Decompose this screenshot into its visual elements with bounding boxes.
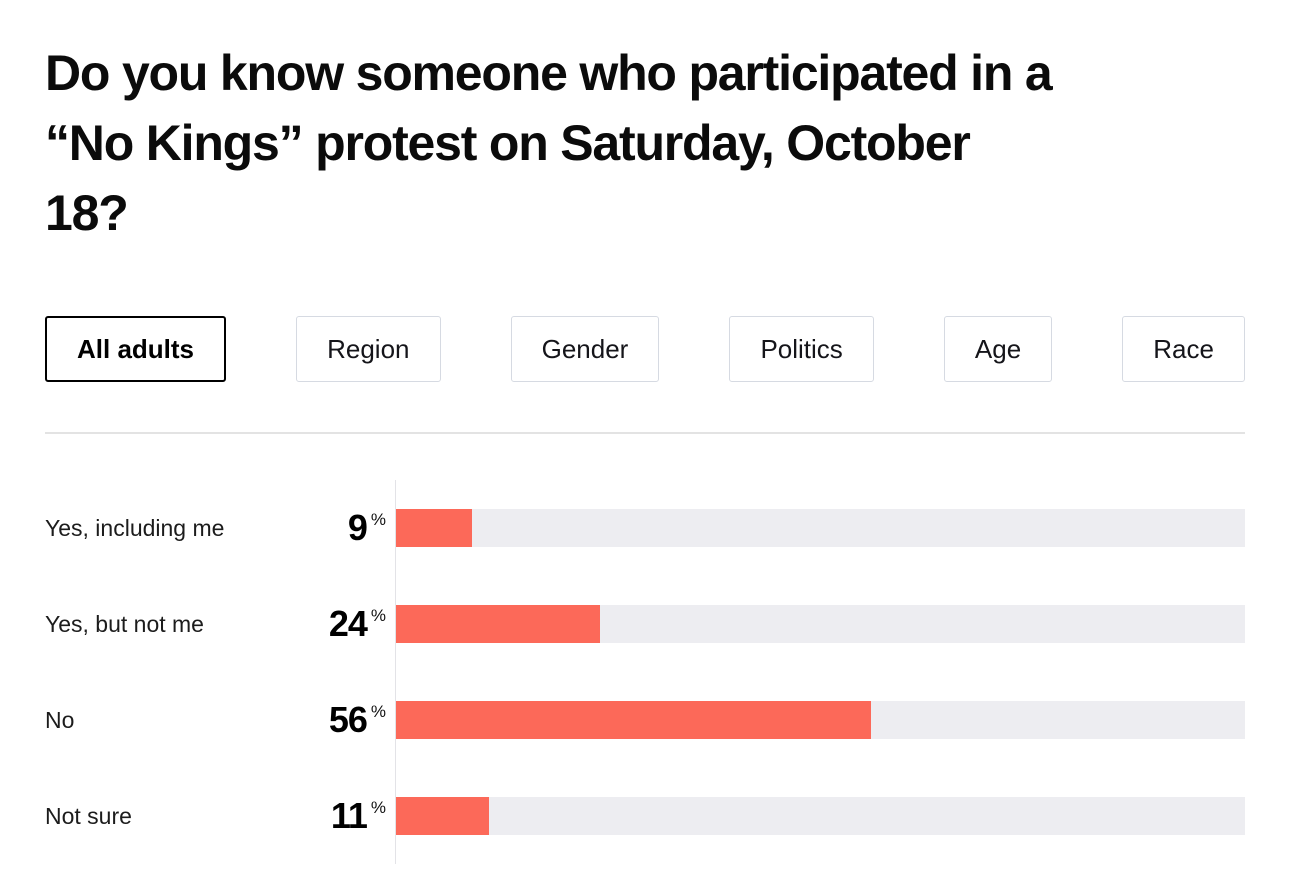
category-label: Not sure: [45, 802, 132, 829]
tab-button[interactable]: All adults: [45, 316, 227, 382]
value-number: 9: [347, 507, 368, 548]
chart-row: No 56 %: [45, 672, 1245, 768]
divider: [45, 432, 1245, 434]
bar-fill: [396, 509, 473, 547]
tab-button[interactable]: Region: [296, 316, 441, 382]
category-label: Yes, including me: [45, 514, 225, 541]
chart-row: Yes, but not me 24 %: [45, 576, 1245, 672]
tab-button[interactable]: Politics: [729, 316, 874, 382]
chart-row: Yes, including me 9 %: [45, 480, 1245, 576]
value-number: 24: [328, 603, 368, 644]
axis-line: [395, 480, 396, 864]
value-label: 9 %: [285, 510, 395, 546]
bar-fill: [396, 605, 600, 643]
tab-button[interactable]: Gender: [510, 316, 660, 382]
value-label: 56 %: [285, 702, 395, 738]
category-label: No: [45, 706, 75, 733]
percent-sign: %: [370, 606, 386, 625]
category-label: Yes, but not me: [45, 610, 204, 637]
bar-track: [396, 509, 1245, 547]
tab-button[interactable]: Age: [943, 316, 1053, 382]
chart-rows: Yes, including me 9 % Yes, but not me 24…: [45, 480, 1245, 864]
chart-row: Not sure 11 %: [45, 768, 1245, 864]
bar-track: [396, 701, 1245, 739]
value-number: 56: [328, 699, 368, 740]
bar-fill: [396, 701, 872, 739]
question-title: Do you know someone who participated in …: [45, 45, 1053, 241]
value-label: 24 %: [285, 606, 395, 642]
percent-sign: %: [370, 510, 386, 529]
value-label: 11 %: [285, 798, 395, 834]
bar-fill: [396, 797, 490, 835]
demographic-tabs: All adults Region Gender Politics Age Race: [45, 316, 1245, 382]
bar-track: [396, 605, 1245, 643]
value-number: 11: [330, 795, 368, 836]
percent-sign: %: [370, 798, 386, 817]
bar-chart: Yes, including me 9 % Yes, but not me 24…: [45, 480, 1245, 864]
tab-button[interactable]: Race: [1122, 316, 1245, 382]
percent-sign: %: [370, 702, 386, 721]
bar-track: [396, 797, 1245, 835]
